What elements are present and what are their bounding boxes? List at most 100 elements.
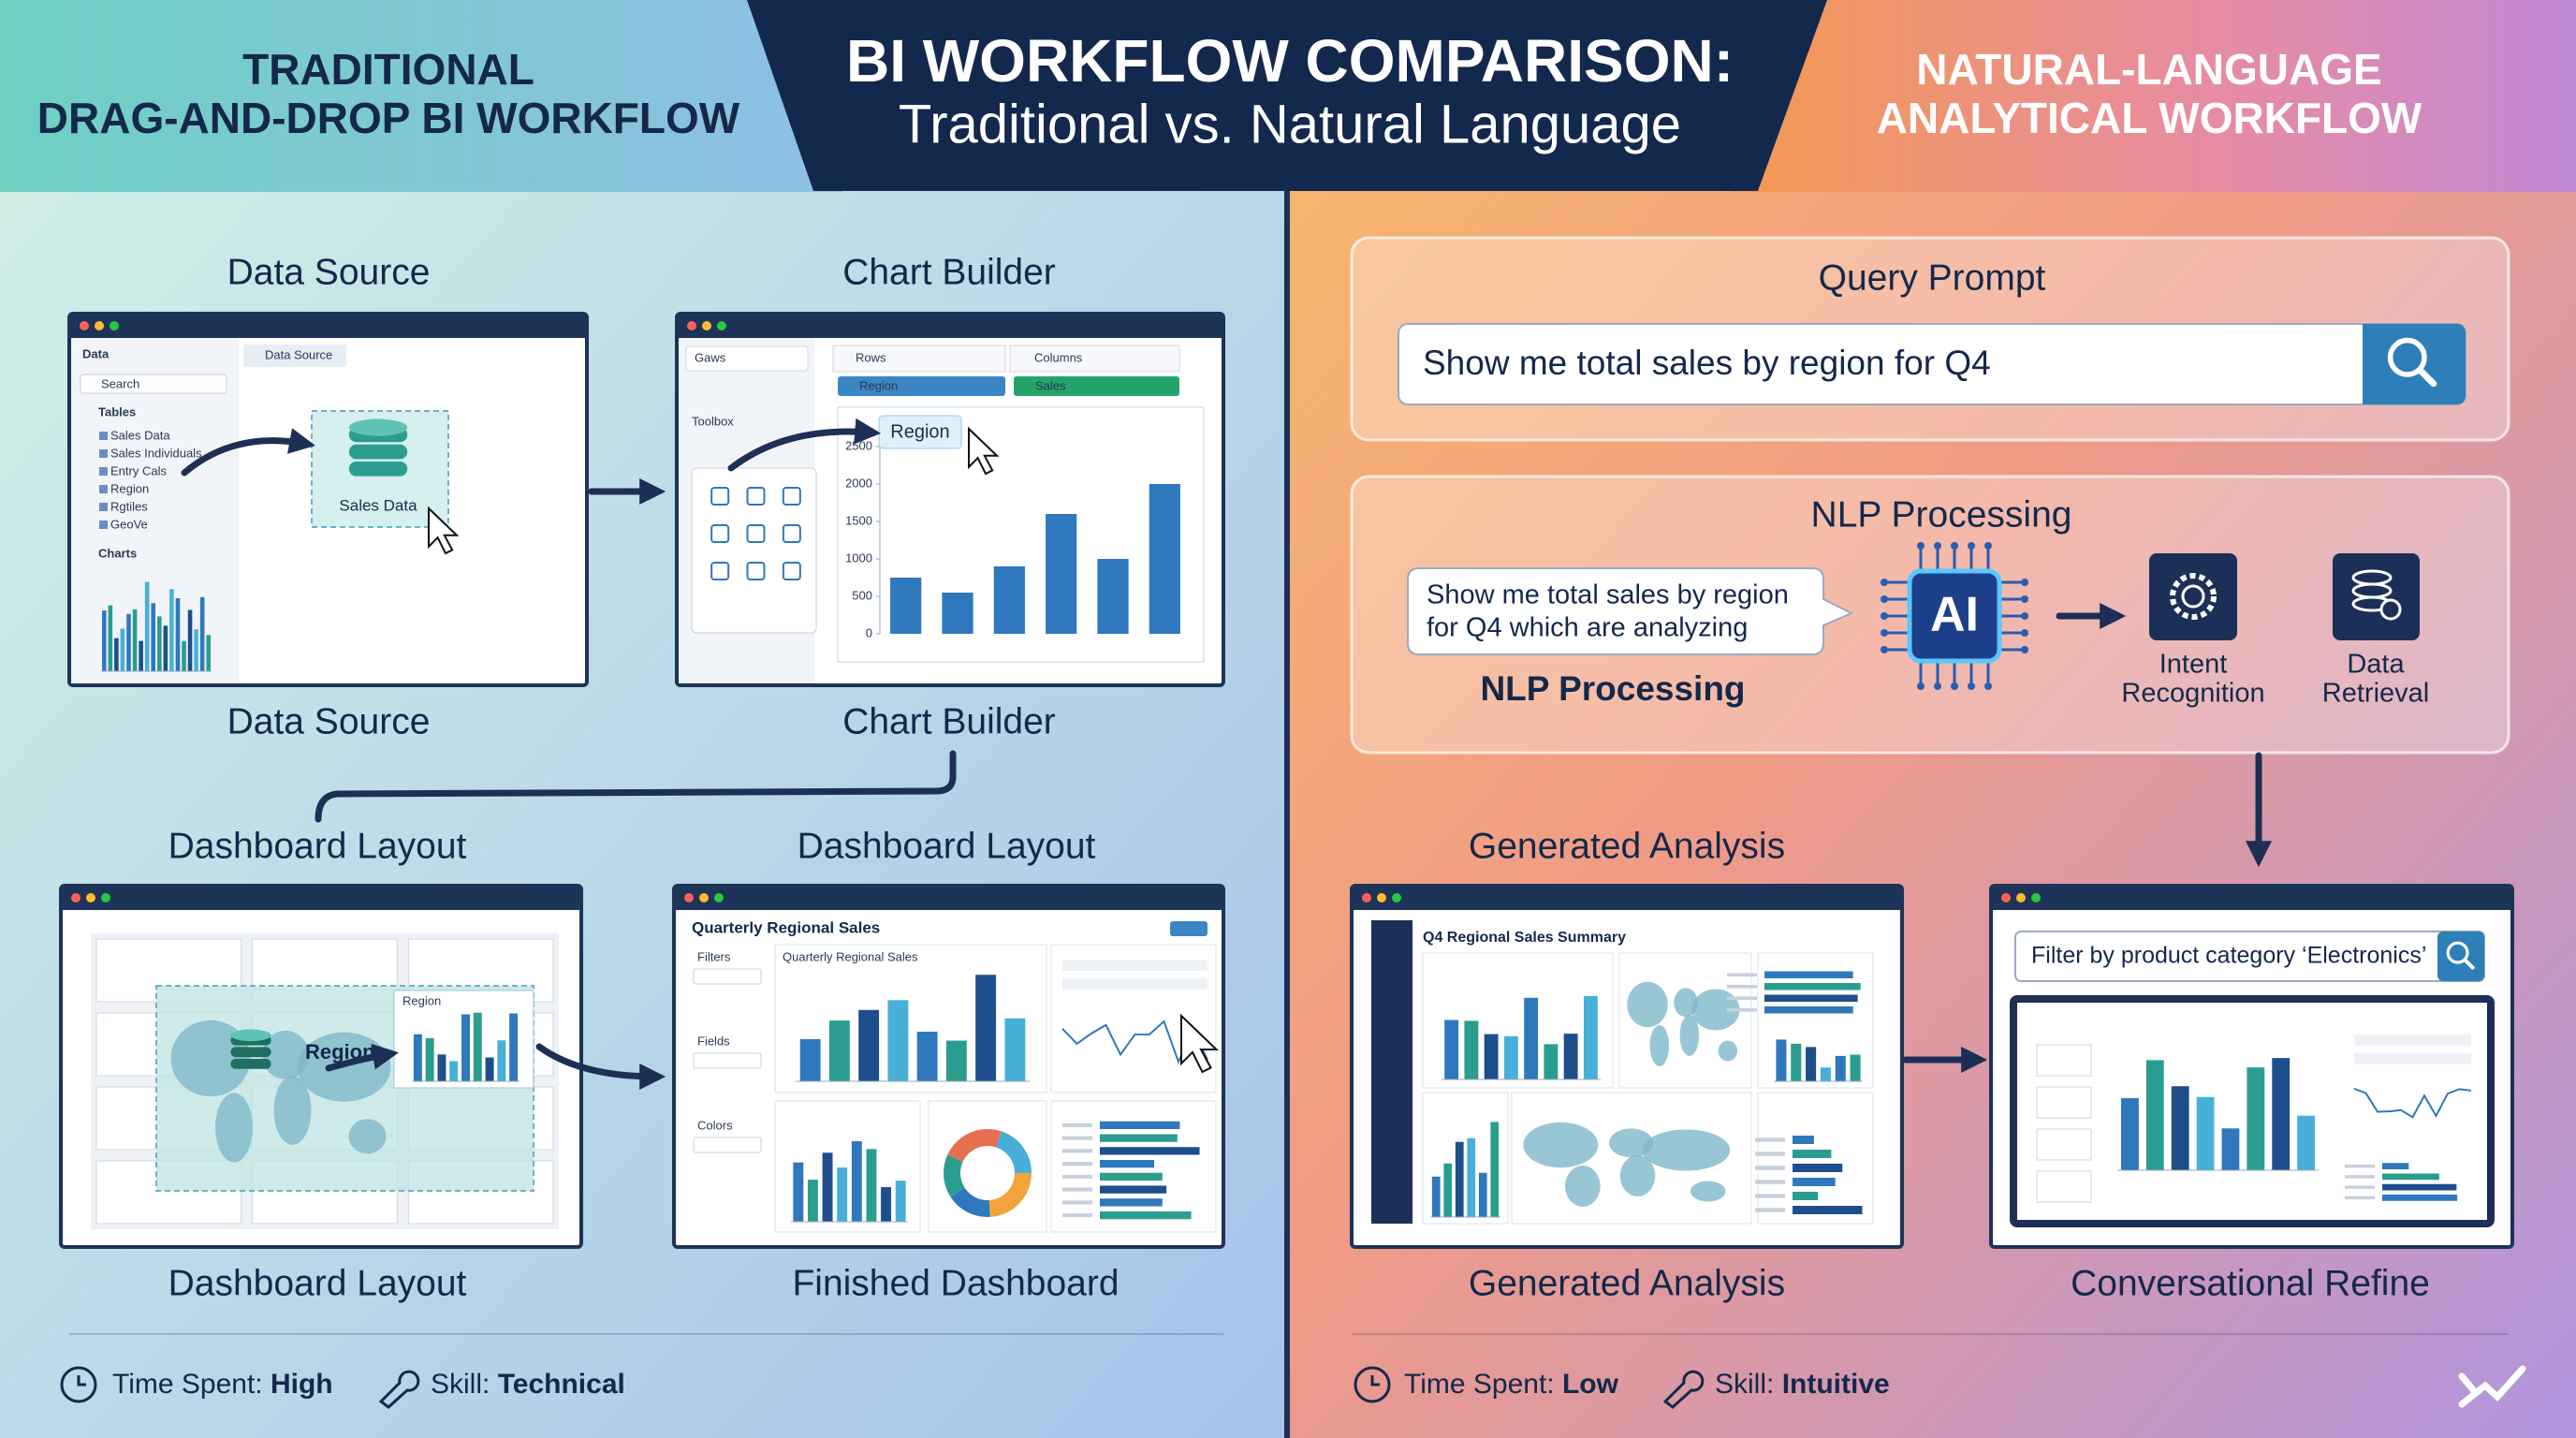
data-source-window-part	[243, 345, 346, 367]
step-caption: Dashboard Layout	[168, 1263, 467, 1303]
wrench	[378, 1370, 420, 1409]
window-dot	[702, 321, 711, 330]
chip-pin-end	[1881, 595, 1888, 603]
deco-bar	[975, 975, 997, 1081]
deco-bar	[485, 1057, 494, 1081]
ai-chip: AI	[1881, 542, 2028, 690]
deco-bar	[1484, 1034, 1499, 1079]
dashboard-chart	[796, 975, 1030, 1082]
deco-bar	[126, 613, 131, 671]
chip-pin-end	[2021, 646, 2028, 653]
chip-pin-end	[1968, 542, 1975, 550]
deco-bar	[449, 1061, 459, 1081]
title-bar	[677, 314, 1223, 338]
search-button[interactable]	[2363, 324, 2466, 404]
title: BI WORKFLOW COMPARISON:	[846, 27, 1734, 95]
deco-field	[2354, 1034, 2471, 1046]
deco-land	[348, 1119, 387, 1154]
chip-pin-end	[1917, 542, 1925, 550]
deco-hbar	[1793, 1206, 1863, 1214]
step-label: Retrieval	[2322, 679, 2429, 709]
filter-box	[693, 1137, 762, 1153]
step-caption: Finished Dashboard	[792, 1263, 1119, 1303]
window-dot	[95, 321, 104, 330]
deco-icon	[782, 487, 801, 506]
hbar-chart	[1727, 971, 1861, 1014]
deco-hbar	[1100, 1185, 1167, 1194]
deco-bar	[1443, 1163, 1453, 1217]
natural-language-workflow-part	[2149, 553, 2237, 640]
rows-pill: Region	[859, 378, 898, 392]
toolbox-label: Toolbox	[692, 414, 734, 428]
cursor-arrow	[428, 506, 460, 555]
subtitle: Traditional vs. Natural Language	[899, 94, 1681, 154]
deco-bar	[169, 589, 174, 671]
chart-builder-window-part	[1009, 345, 1180, 373]
skill-value: Intuitive	[1782, 1369, 1890, 1400]
deco-bar	[837, 1167, 848, 1222]
chart-builder-window-part	[832, 345, 1006, 373]
list-item: Rgtiles	[110, 499, 148, 513]
title-bar	[61, 886, 581, 910]
chip-pin-end	[2021, 612, 2028, 620]
table-icon	[99, 432, 108, 440]
chart-builder-window-part	[685, 345, 809, 372]
y-tick-label: 1500	[845, 513, 872, 527]
deco-bar	[473, 1012, 482, 1081]
deco-land	[1619, 1155, 1656, 1196]
deco-land	[273, 1076, 312, 1145]
deco-cell	[2036, 1170, 2092, 1203]
bar-chart: 0 500 1000 1500 2000 2500	[845, 438, 1180, 639]
list-item: Entry Cals	[110, 463, 167, 477]
dashboard-chart	[791, 1140, 908, 1223]
deco-bar	[2121, 1098, 2139, 1170]
gear	[2170, 573, 2217, 620]
deco-cell	[2036, 1044, 2092, 1077]
chart-builder-window-part	[1014, 376, 1179, 396]
deco-land	[1679, 1015, 1700, 1056]
deco-bar	[144, 581, 150, 671]
deco-bar	[1478, 1172, 1487, 1217]
cursor	[1180, 1013, 1219, 1074]
chip-pin-end	[1917, 682, 1925, 690]
window-dot	[2016, 893, 2026, 902]
db-layer	[348, 462, 408, 477]
chip-pin-end	[2021, 579, 2028, 586]
deco-icon	[710, 487, 730, 506]
deco-hbar	[1793, 1178, 1836, 1186]
deco-label	[1755, 1166, 1785, 1170]
window-dot	[86, 893, 95, 902]
deco-bar	[1835, 1055, 1846, 1081]
chart-builder-window-part	[838, 376, 1005, 396]
search-button[interactable]	[2437, 932, 2484, 981]
time-label: Time Spent:	[112, 1369, 263, 1400]
analysis-chart	[1442, 995, 1601, 1080]
deco-label	[1755, 1180, 1785, 1184]
list-item: Fields	[697, 1034, 730, 1048]
flow-connector	[315, 750, 957, 823]
clock-face	[60, 1366, 97, 1403]
mini-chart	[412, 1012, 520, 1082]
deco-cell	[2036, 1128, 2092, 1161]
conversational-refine-window: Filter by product category ‘Electronics’	[1989, 884, 2514, 1249]
footer-part: Time Spent: High	[112, 1369, 333, 1400]
deco-bar	[175, 597, 181, 671]
table-list: Sales Data Sales Individuals Entry Cals Reg…	[99, 428, 202, 531]
deco-hbar	[1793, 1164, 1843, 1172]
step-caption: Chart Builder	[842, 701, 1056, 741]
time-value: Low	[1562, 1369, 1619, 1400]
window-dot	[80, 321, 89, 330]
deco-land	[1565, 1166, 1601, 1207]
data-source-window: Data Search Tables Sales Data Sales Indiv…	[67, 312, 589, 687]
window-dot	[71, 893, 80, 902]
data-icon	[2351, 569, 2402, 621]
step-heading: Data Source	[227, 252, 431, 292]
chip-pin-end	[1934, 542, 1941, 550]
clock-face	[1354, 1366, 1391, 1403]
traditional-workflow: Data Source Data Source Chart Builder Ch…	[59, 252, 1225, 1409]
deco-field	[2354, 1053, 2471, 1064]
drag-item: Sales Data	[339, 496, 417, 514]
deco-icon	[746, 524, 766, 543]
y-tick-label: 2000	[845, 476, 872, 490]
